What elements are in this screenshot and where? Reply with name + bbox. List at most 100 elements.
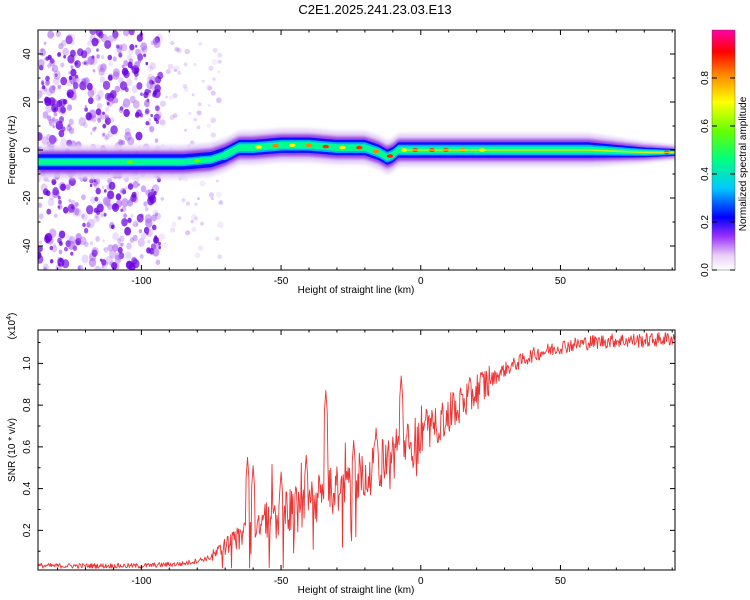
noise-blob <box>47 115 52 121</box>
noise-blob <box>38 240 43 245</box>
noise-blob <box>38 132 43 141</box>
noise-blob <box>135 48 141 56</box>
noise-blob <box>84 241 89 248</box>
noise-blob <box>118 255 122 260</box>
noise-blob <box>58 43 64 50</box>
noise-blob <box>51 64 59 73</box>
noise-blob <box>66 89 74 99</box>
noise-blob <box>158 233 165 240</box>
noise-blob <box>154 117 158 122</box>
noise-blob <box>117 246 123 254</box>
noise-blob <box>97 64 104 72</box>
noise-blob <box>113 35 118 40</box>
noise-blob <box>51 137 55 142</box>
noise-blob <box>137 53 144 61</box>
noise-blob <box>101 264 105 269</box>
noise-blob <box>64 246 68 252</box>
noise-blob <box>144 206 149 212</box>
noise-blob <box>110 224 115 230</box>
noise-blob <box>134 75 138 81</box>
noise-blob <box>98 67 105 76</box>
noise-blob <box>205 84 213 91</box>
noise-blob <box>177 216 182 221</box>
noise-blob <box>43 87 48 92</box>
noise-blob <box>92 69 96 73</box>
ridge-hotspot <box>400 148 408 152</box>
noise-blob <box>154 138 159 143</box>
noise-blob <box>75 74 79 79</box>
ridge-hotspot <box>149 160 156 164</box>
noise-blob <box>153 236 159 244</box>
ridge-core <box>406 149 675 154</box>
noise-blob <box>170 227 176 233</box>
noise-blob <box>176 47 181 53</box>
snr-panel: -100 -50 0 50 0.2 0.4 0.6 0.8 1.0 Height of stra… <box>6 313 676 596</box>
ridge-hotspot <box>54 160 61 164</box>
noise-blob <box>82 61 85 65</box>
noise-blob <box>109 249 117 259</box>
noise-blob <box>118 106 124 114</box>
noise-blob <box>215 236 220 241</box>
noise-blob <box>102 196 111 206</box>
colorbar-tick-label: 0.8 <box>700 71 711 85</box>
noise-blob <box>177 70 182 75</box>
noise-blob <box>53 107 57 111</box>
noise-blob <box>70 40 75 46</box>
noise-blob <box>132 220 139 228</box>
noise-blob <box>218 200 224 205</box>
noise-blob <box>217 221 224 228</box>
noise-blob <box>193 62 197 67</box>
noise-blob <box>106 97 114 107</box>
noise-blob <box>200 221 205 226</box>
noise-blob <box>51 245 58 253</box>
noise-blob <box>73 207 80 216</box>
noise-blob <box>88 97 94 105</box>
noise-blob <box>206 124 211 128</box>
noise-blob <box>122 189 127 195</box>
ridge-hotspot <box>101 160 109 164</box>
noise-blob <box>53 76 60 86</box>
noise-blob <box>70 251 74 256</box>
noise-blob <box>44 235 50 243</box>
noise-blob <box>68 199 72 203</box>
colorbar-tick-label: 0.6 <box>700 119 711 133</box>
noise-blob <box>84 107 88 112</box>
noise-blob <box>196 125 201 130</box>
noise-blob <box>38 59 45 68</box>
spectrogram-xtick-label: 50 <box>555 276 567 287</box>
noise-blob <box>215 191 222 198</box>
noise-blob <box>65 35 73 45</box>
noise-blob <box>132 223 135 227</box>
noise-blob <box>169 114 175 120</box>
noise-blob <box>120 140 126 146</box>
spectrogram-xlabel: Height of straight line (km) <box>298 285 415 296</box>
noise-blob <box>95 215 101 222</box>
colorbar-gradient <box>711 29 736 271</box>
noise-blob <box>47 63 52 69</box>
noise-blob <box>68 71 72 75</box>
noise-blob <box>96 54 100 59</box>
noise-blob <box>54 73 58 77</box>
noise-blob <box>65 184 71 191</box>
noise-blob <box>57 205 61 209</box>
snr-multiplier: (x104) <box>6 313 18 340</box>
noise-blob <box>47 197 55 207</box>
noise-blob <box>97 89 104 98</box>
noise-blob <box>43 267 47 270</box>
noise-blob <box>217 59 222 64</box>
noise-blob <box>67 240 76 250</box>
noise-blob <box>158 245 162 250</box>
noise-blob <box>149 76 157 85</box>
noise-blob <box>38 213 44 220</box>
noise-blob <box>168 95 173 101</box>
noise-blob <box>72 208 79 217</box>
noise-blob <box>155 120 159 124</box>
noise-blob <box>103 247 109 253</box>
noise-blob <box>217 70 221 73</box>
noise-blob <box>81 213 88 221</box>
noise-blob <box>105 255 113 265</box>
noise-blob <box>151 184 160 194</box>
noise-blob <box>38 251 42 259</box>
noise-blob <box>136 82 143 90</box>
noise-blob <box>157 71 164 80</box>
